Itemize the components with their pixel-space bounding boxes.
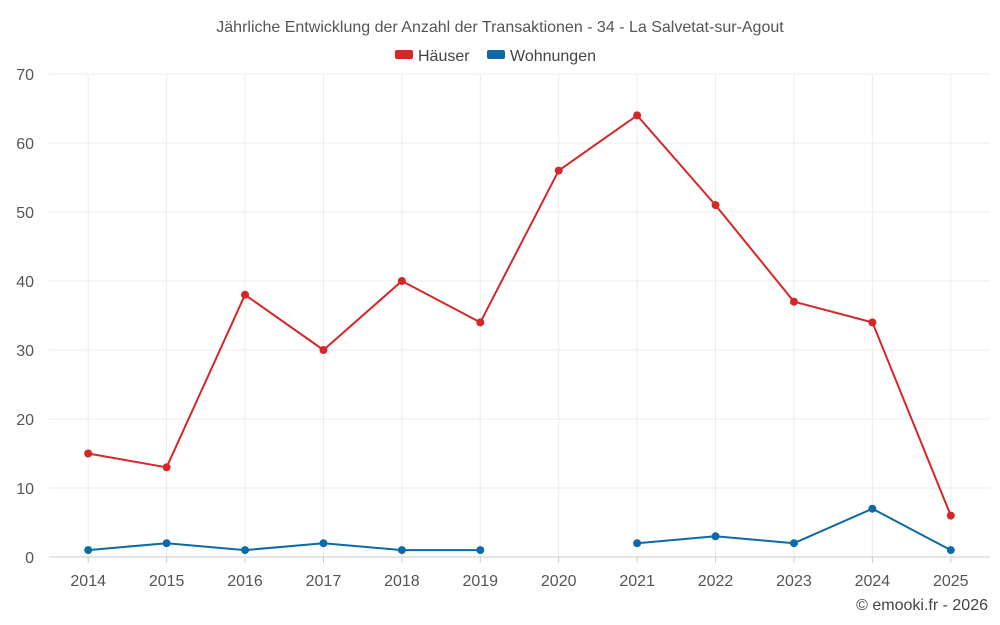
data-point-wohnungen[interactable] bbox=[162, 539, 171, 548]
data-point-wohnungen[interactable] bbox=[711, 532, 720, 541]
y-tick-label: 0 bbox=[25, 550, 34, 567]
data-point-h-user[interactable] bbox=[711, 201, 720, 210]
legend-swatch bbox=[487, 50, 505, 59]
data-point-h-user[interactable] bbox=[319, 346, 328, 354]
data-point-wohnungen[interactable] bbox=[84, 546, 93, 555]
y-tick-label: 20 bbox=[16, 412, 34, 429]
y-tick-label: 50 bbox=[16, 205, 34, 222]
data-point-h-user[interactable] bbox=[554, 166, 563, 175]
data-point-h-user[interactable] bbox=[397, 277, 406, 285]
data-point-h-user[interactable] bbox=[162, 463, 171, 472]
x-tick-label: 2020 bbox=[541, 573, 577, 590]
series-layer bbox=[84, 111, 955, 555]
legend-label: Häuser bbox=[418, 48, 470, 65]
data-point-wohnungen[interactable] bbox=[476, 546, 485, 555]
x-tick-label: 2024 bbox=[855, 573, 891, 590]
x-tick-label: 2015 bbox=[149, 573, 185, 590]
data-point-h-user[interactable] bbox=[633, 111, 642, 120]
chart-title: Jährliche Entwicklung der Anzahl der Tra… bbox=[216, 19, 784, 36]
data-point-wohnungen[interactable] bbox=[789, 539, 798, 548]
data-point-wohnungen[interactable] bbox=[319, 539, 328, 548]
series-line-wohnungen bbox=[87, 542, 482, 552]
data-point-h-user[interactable] bbox=[476, 318, 485, 327]
grid bbox=[49, 73, 990, 557]
y-tick-label: 40 bbox=[16, 274, 34, 291]
legend-item-wohnungen[interactable]: Wohnungen bbox=[487, 48, 596, 65]
data-point-h-user[interactable] bbox=[789, 297, 798, 306]
axes: 0 10 20 30 40 50 60 70 2014 2015 2016 2017 2018 2019 2… bbox=[16, 67, 990, 590]
x-tick-label: 2016 bbox=[227, 573, 263, 590]
x-tick-label: 2018 bbox=[384, 573, 420, 590]
x-tick-label: 2021 bbox=[619, 573, 655, 590]
series-line-h-user bbox=[87, 114, 952, 517]
x-tick-label: 2023 bbox=[776, 573, 812, 590]
data-point-wohnungen[interactable] bbox=[397, 546, 406, 555]
data-point-h-user[interactable] bbox=[84, 449, 93, 458]
y-tick-label: 60 bbox=[16, 136, 34, 153]
legend-item-h-user[interactable]: Häuser bbox=[395, 48, 470, 65]
data-point-wohnungen[interactable] bbox=[241, 546, 250, 555]
credit-text: © emooki.fr - 2026 bbox=[856, 597, 988, 614]
x-tick-label: 2022 bbox=[698, 573, 734, 590]
y-tick-label: 30 bbox=[16, 343, 34, 360]
y-tick-label: 70 bbox=[16, 67, 34, 84]
data-point-h-user[interactable] bbox=[946, 511, 955, 520]
data-point-wohnungen[interactable] bbox=[868, 504, 877, 513]
y-tick-label: 10 bbox=[16, 481, 34, 498]
data-point-h-user[interactable] bbox=[868, 318, 877, 327]
x-tick-label: 2019 bbox=[462, 573, 498, 590]
x-tick-label: 2025 bbox=[933, 573, 969, 590]
data-point-wohnungen[interactable] bbox=[633, 539, 642, 548]
legend-swatch bbox=[395, 50, 413, 59]
data-point-wohnungen[interactable] bbox=[946, 546, 955, 555]
x-tick-label: 2017 bbox=[306, 573, 342, 590]
legend[interactable]: Häuser Wohnungen bbox=[395, 48, 596, 65]
x-tick-label: 2014 bbox=[70, 573, 106, 590]
legend-label: Wohnungen bbox=[510, 48, 596, 65]
data-point-h-user[interactable] bbox=[241, 290, 250, 299]
